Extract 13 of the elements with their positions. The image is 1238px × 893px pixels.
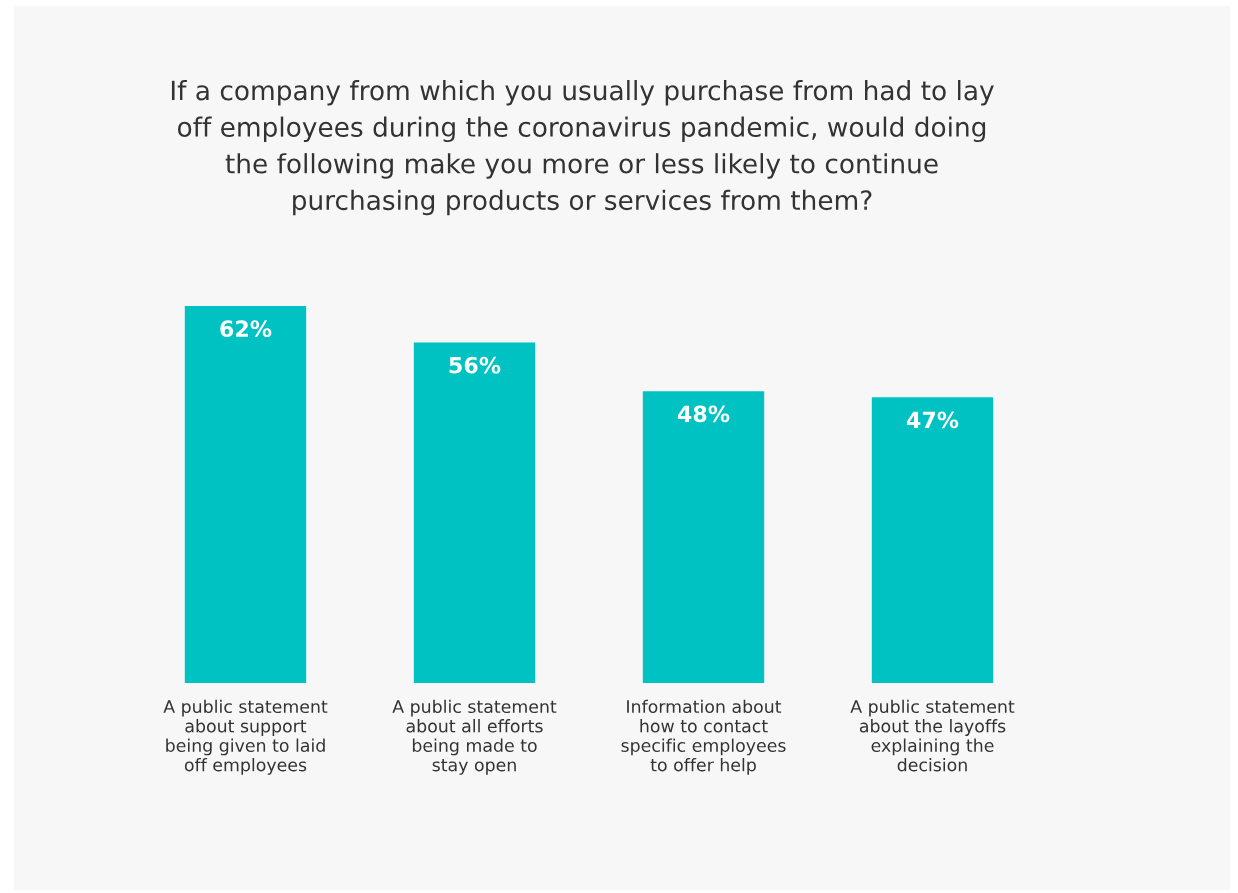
bar <box>642 391 765 683</box>
bar <box>184 306 307 683</box>
chart-title: If a company from which you usually purchase from had to lay off employees during the coronavirus pandemic, would doing the following make you more or less likely to continue purchasing products or services from them? <box>171 80 994 216</box>
x-tick-label: Information about how to contact specific employees to offer help <box>621 699 786 775</box>
x-tick-label: A public statement about all efforts being made to stay open <box>392 699 557 775</box>
data-label: 62% <box>220 320 272 338</box>
data-label: 48% <box>677 405 730 423</box>
x-tick-label: A public statement about the layoffs explaining the decision <box>850 699 1015 772</box>
bar <box>413 342 536 683</box>
bar <box>871 397 994 683</box>
x-tick-label: A public statement about support being given to laid off employees <box>163 699 328 775</box>
data-label: 47% <box>906 411 959 429</box>
data-label: 56% <box>449 356 501 374</box>
